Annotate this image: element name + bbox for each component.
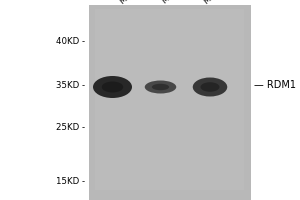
Ellipse shape xyxy=(102,82,123,92)
Text: 25KD -: 25KD - xyxy=(56,122,86,132)
Ellipse shape xyxy=(193,77,227,97)
Text: 35KD -: 35KD - xyxy=(56,81,86,90)
Ellipse shape xyxy=(200,82,220,92)
Ellipse shape xyxy=(93,76,132,98)
Text: Mouse kidney: Mouse kidney xyxy=(119,0,169,6)
Text: — RDM1: — RDM1 xyxy=(254,80,296,90)
Ellipse shape xyxy=(152,84,169,90)
Text: 40KD -: 40KD - xyxy=(56,36,86,46)
Text: 15KD -: 15KD - xyxy=(56,176,86,186)
FancyBboxPatch shape xyxy=(88,5,250,200)
Text: Mouse lung: Mouse lung xyxy=(203,0,246,6)
Text: Mouse heart: Mouse heart xyxy=(161,0,207,6)
Ellipse shape xyxy=(145,81,176,94)
FancyBboxPatch shape xyxy=(94,9,244,190)
